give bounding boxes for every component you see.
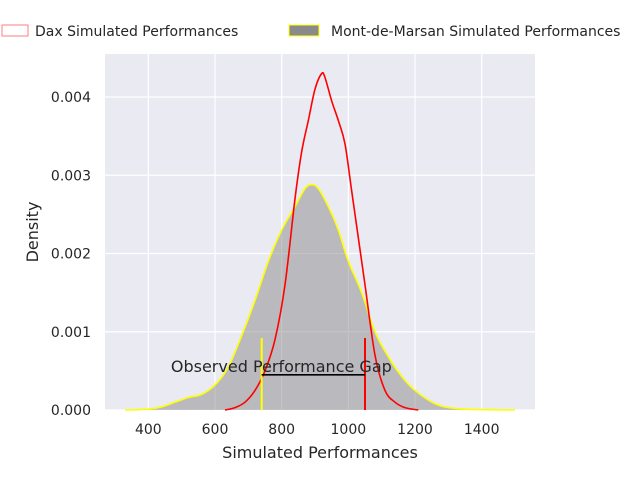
legend-label-mont-de-marsan: Mont-de-Marsan Simulated Performances bbox=[331, 24, 620, 40]
gap-annotation-label: Observed Performance Gap bbox=[171, 357, 392, 376]
legend-swatch-dax bbox=[1, 24, 29, 37]
series-line-dax bbox=[224, 71, 419, 411]
x-tick-label: 1000 bbox=[331, 422, 367, 438]
series-layer bbox=[124, 71, 516, 411]
x-tick-label: 600 bbox=[202, 422, 229, 438]
y-tick-label: 0.002 bbox=[51, 247, 91, 263]
y-tick-label: 0.003 bbox=[51, 168, 91, 184]
y-tick-label: 0.001 bbox=[51, 325, 91, 341]
y-tick-label: 0.004 bbox=[51, 90, 91, 106]
tick-labels: 400 600 800 1000 1200 1400 0.000 0.001 0.002 0.00… bbox=[51, 90, 500, 438]
series-area-mont-de-marsan bbox=[125, 184, 515, 410]
legend: Dax Simulated Performances Mont-de-Marsa… bbox=[1, 24, 620, 40]
x-tick-label: 800 bbox=[268, 422, 295, 438]
gap-annotation: Observed Performance Gap bbox=[171, 338, 392, 410]
y-axis-label: Density bbox=[23, 202, 42, 263]
series-line-mont-de-marsan bbox=[124, 183, 516, 411]
legend-label-dax: Dax Simulated Performances bbox=[35, 24, 238, 40]
x-axis-label: Simulated Performances bbox=[222, 443, 418, 462]
x-tick-label: 1200 bbox=[397, 422, 433, 438]
legend-swatch-mont-de-marsan bbox=[288, 24, 320, 37]
x-tick-label: 1400 bbox=[464, 422, 500, 438]
x-tick-label: 400 bbox=[135, 422, 162, 438]
y-tick-label: 0.000 bbox=[51, 403, 91, 419]
